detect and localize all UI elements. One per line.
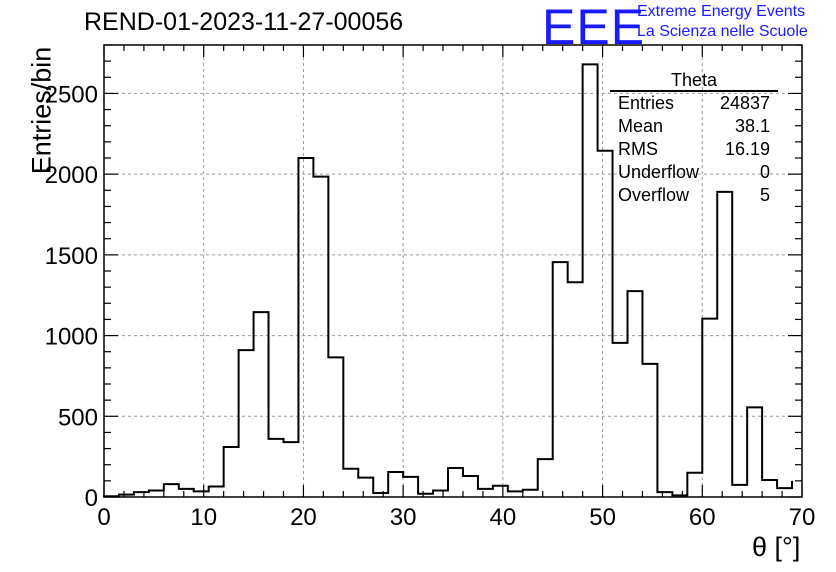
histogram-bin	[358, 478, 373, 497]
stats-row-mean: Mean 38.1	[610, 115, 778, 138]
chart-title: REND-01-2023-11-27-00056	[84, 8, 404, 36]
histogram-bin	[508, 491, 523, 497]
stats-row-entries: Entries 24837	[610, 92, 778, 115]
eee-logo-mark: EEE	[542, 0, 646, 55]
y-tick-label: 1000	[45, 324, 98, 351]
histogram-bin	[328, 357, 343, 497]
histogram-bin	[239, 350, 254, 497]
histogram-bin	[313, 177, 328, 497]
y-tick-label: 2000	[45, 162, 98, 189]
y-axis-label: Entries/bin	[26, 46, 57, 175]
stats-row-underflow: Underflow 0	[610, 161, 778, 184]
histogram-bin	[732, 485, 747, 497]
histogram-bin	[642, 364, 657, 497]
histogram-bin	[433, 491, 448, 497]
stats-label: Underflow	[618, 162, 700, 182]
y-tick-label: 500	[58, 404, 98, 431]
eee-logo-line2: La Scienza nelle Scuole	[637, 23, 808, 40]
eee-logo-line1: Extreme Energy Events	[637, 3, 806, 20]
stats-header: Theta	[670, 70, 718, 90]
x-tick-label: 60	[689, 504, 716, 531]
histogram-bin	[209, 487, 224, 497]
x-tick-label: 30	[390, 504, 417, 531]
stats-value: 38.1	[734, 116, 770, 136]
histogram-bin	[388, 472, 403, 497]
stats-value: 0	[759, 162, 770, 182]
histogram-bin	[179, 489, 194, 497]
stats-label: Overflow	[618, 185, 690, 205]
histogram-bin	[613, 343, 628, 497]
stats-value: 24837	[719, 93, 770, 113]
histogram-bin	[523, 490, 538, 497]
histogram-bin	[702, 319, 717, 497]
histogram-series	[103, 63, 794, 498]
histogram-bin	[298, 158, 313, 497]
stats-value: 16.19	[724, 139, 770, 159]
stats-row-rms: RMS 16.19	[610, 138, 778, 161]
histogram-bin	[747, 407, 762, 497]
histogram-bin	[283, 442, 298, 497]
histogram-bin	[538, 459, 553, 497]
histogram-bin	[762, 480, 777, 497]
histogram-bin	[493, 486, 508, 497]
x-tick-label: 0	[97, 504, 110, 531]
histogram-bin	[687, 473, 702, 497]
x-tick-label: 40	[490, 504, 517, 531]
histogram-bin	[194, 491, 209, 497]
histogram-bin	[583, 64, 598, 497]
histogram-bin	[553, 262, 568, 497]
x-tick-label: 10	[190, 504, 217, 531]
histogram-bin	[269, 439, 284, 497]
histogram-bin	[448, 468, 463, 497]
x-tick-label: 50	[589, 504, 616, 531]
histogram-bin	[568, 282, 583, 497]
stats-value: 5	[759, 185, 770, 205]
histogram-bin	[717, 192, 732, 497]
histogram-bin	[224, 447, 239, 497]
y-tick-label: 1500	[45, 243, 98, 270]
x-tick-label: 20	[290, 504, 317, 531]
histogram-bin	[149, 491, 164, 497]
histogram-bin	[403, 477, 418, 497]
stats-row-overflow: Overflow 5	[610, 184, 778, 207]
histogram-bin	[254, 312, 269, 497]
histogram-bin	[164, 484, 179, 497]
stats-label: Mean	[618, 116, 664, 136]
x-tick-label: 70	[789, 504, 816, 531]
histogram-bin	[463, 476, 478, 497]
histogram-bin	[628, 291, 643, 497]
x-axis-label: θ [°]	[752, 532, 801, 562]
stats-label: RMS	[618, 139, 658, 159]
histogram-bin	[343, 469, 358, 497]
y-tick-label: 2500	[45, 81, 98, 108]
stats-box: Theta Entries 24837 Mean 38.1 RMS 16.19 …	[610, 70, 778, 207]
stats-divider	[610, 90, 778, 92]
y-tick-label: 0	[85, 485, 98, 512]
histogram-bin	[777, 488, 792, 497]
stats-label: Entries	[618, 93, 675, 113]
histogram-bin	[478, 489, 493, 497]
